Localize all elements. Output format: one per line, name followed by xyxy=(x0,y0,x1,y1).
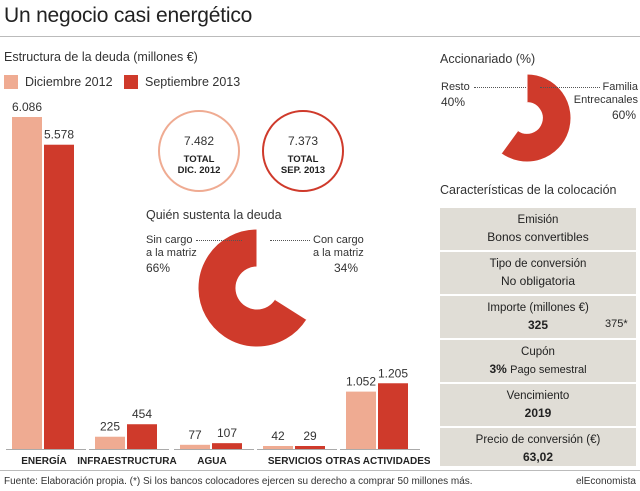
total-dec-2012-label-line2: DIC. 2012 xyxy=(177,165,221,176)
characteristics-row-label: Cupón xyxy=(521,346,555,358)
bar-infraestructura-dec-2012 xyxy=(95,436,125,449)
donut-slice-resto xyxy=(483,74,528,154)
shareholders-left-label: Resto xyxy=(441,81,470,93)
shareholders-right-line1: Familia xyxy=(602,81,638,93)
total-sep-2013-circle: 7.373 TOTAL SEP. 2013 xyxy=(262,110,344,192)
characteristics-row-label: Vencimiento xyxy=(506,390,570,402)
total-dec-2012-label-line1: TOTAL xyxy=(183,154,215,165)
footer-source: Fuente: Elaboración propia. (*) Si los b… xyxy=(4,476,473,487)
bar-value-label: 454 xyxy=(132,407,152,421)
total-sep-2013-value: 7.373 xyxy=(287,134,319,148)
bar-value-label: 107 xyxy=(217,426,237,440)
who-right-line1: Con cargo xyxy=(313,234,364,246)
characteristics-row-precio: Precio de conversión (€) 63,02 xyxy=(440,428,636,466)
total-dec-2012-label: TOTAL DIC. 2012 xyxy=(160,154,238,176)
characteristics-row-value: Bonos convertibles xyxy=(487,230,589,244)
bar-value-label: 5.578 xyxy=(44,128,74,142)
shareholders-left-leader-line xyxy=(474,87,526,88)
bar-servicios-dec-2012 xyxy=(263,446,293,449)
bar-agua-dec-2012 xyxy=(180,444,210,449)
total-sep-2013-label-line2: SEP. 2013 xyxy=(280,165,326,176)
cupon-value: 3% xyxy=(489,362,507,376)
bar-otras-actividades-dec-2012 xyxy=(346,391,376,449)
category-label-energia: ENERGÍA xyxy=(21,454,67,467)
shareholders-donut xyxy=(483,74,571,162)
legend-label-sep-2013: Septiembre 2013 xyxy=(145,75,241,89)
bar-value-label: 42 xyxy=(271,429,285,443)
characteristics-row-value: 3% Pago semestral xyxy=(440,362,636,376)
bar-value-label: 225 xyxy=(100,420,120,434)
characteristics-row-emision: Emisión Bonos convertibles xyxy=(440,208,636,250)
bar-energia-dec-2012 xyxy=(12,117,42,449)
precio-value: 63,02 xyxy=(522,450,554,464)
total-dec-2012-circle: 7.482 TOTAL DIC. 2012 xyxy=(158,110,240,192)
category-label-otras-actividades: OTRAS ACTIVIDADES xyxy=(325,456,430,467)
who-left-line2: a la matriz xyxy=(146,247,197,259)
characteristics-row-label: Tipo de conversión xyxy=(489,258,587,270)
bar-value-label: 29 xyxy=(303,429,317,443)
characteristics-row-label: Emisión xyxy=(517,214,559,226)
legend-item-dec-2012: Diciembre 2012 xyxy=(4,75,113,89)
total-sep-2013-label: TOTAL SEP. 2013 xyxy=(264,154,342,176)
bar-energia-sep-2013 xyxy=(44,144,74,449)
total-dec-2012-value: 7.482 xyxy=(183,134,215,148)
bar-value-label: 6.086 xyxy=(12,100,42,114)
shareholders-right-pct: 60% xyxy=(612,108,637,122)
donut-slice-familia-entrecanales xyxy=(501,74,571,162)
shareholders-left-pct: 40% xyxy=(441,95,466,109)
who-right-label: Con cargo a la matriz xyxy=(313,234,364,260)
characteristics-row-value: No obligatoria xyxy=(500,274,576,288)
debt-chart-subtitle: Estructura de la deuda (millones €) xyxy=(4,50,198,64)
who-right-pct: 34% xyxy=(334,261,359,275)
bar-otras-actividades-sep-2013 xyxy=(378,383,408,449)
donut-slice-sin-cargo-a-la-matriz xyxy=(198,229,307,347)
footer-brand: elEconomista xyxy=(575,476,636,487)
characteristics-row-value: 63,02 xyxy=(440,450,636,464)
cupon-detail: Pago semestral xyxy=(510,364,587,376)
shareholders-title: Accionariado (%) xyxy=(440,52,536,66)
bar-value-label: 1.205 xyxy=(378,366,408,380)
characteristics-row-vencimiento: Vencimiento 2019 xyxy=(440,384,636,426)
bar-value-label: 1.052 xyxy=(346,375,376,389)
who-supports-title: Quién sustenta la deuda xyxy=(146,208,282,222)
legend-label-dec-2012: Diciembre 2012 xyxy=(25,75,113,89)
legend-swatch-sep-2013 xyxy=(124,75,138,89)
importe-value: 325 xyxy=(527,318,549,332)
shareholders-right-leader-line xyxy=(540,87,600,88)
top-divider xyxy=(0,36,640,37)
bar-servicios-sep-2013 xyxy=(295,446,325,449)
who-supports-donut xyxy=(198,229,316,347)
donut-slice-con-cargo-a-la-matriz xyxy=(256,229,316,320)
bar-infraestructura-sep-2013 xyxy=(127,424,157,449)
legend-swatch-dec-2012 xyxy=(4,75,18,89)
importe-extra-value: 375* xyxy=(605,318,628,330)
who-left-line1: Sin cargo xyxy=(146,234,193,246)
characteristics-row-tipo: Tipo de conversión No obligatoria xyxy=(440,252,636,294)
shareholders-right-label: Familia Entrecanales xyxy=(572,81,638,107)
who-right-line2: a la matriz xyxy=(313,247,364,259)
characteristics-row-value: 325 xyxy=(440,318,636,332)
legend-item-sep-2013: Septiembre 2013 xyxy=(124,75,240,89)
characteristics-row-importe: Importe (millones €) 325 375* xyxy=(440,296,636,338)
bar-agua-sep-2013 xyxy=(212,443,242,449)
who-right-leader-line xyxy=(270,240,310,241)
characteristics-row-value: 2019 xyxy=(440,406,636,420)
characteristics-row-label: Precio de conversión (€) xyxy=(475,434,601,446)
characteristics-row-label: Importe (millones €) xyxy=(487,302,589,314)
category-label-agua: AGUA xyxy=(197,456,226,467)
bar-value-label: 77 xyxy=(188,428,202,442)
category-label-infraestructura: INFRAESTRUCTURA xyxy=(77,456,176,467)
shareholders-right-line2: Entrecanales xyxy=(573,94,638,106)
who-left-label: Sin cargo a la matriz xyxy=(146,234,197,260)
characteristics-row-cupon: Cupón 3% Pago semestral xyxy=(440,340,636,382)
category-label-servicios: SERVICIOS xyxy=(268,456,323,467)
vencimiento-value: 2019 xyxy=(524,406,552,420)
who-left-leader-line xyxy=(196,240,242,241)
page-title: Un negocio casi energético xyxy=(4,4,253,27)
total-sep-2013-label-line1: TOTAL xyxy=(287,154,319,165)
footer-divider xyxy=(0,470,640,471)
characteristics-title: Características de la colocación xyxy=(440,183,617,197)
who-left-pct: 66% xyxy=(146,261,171,275)
